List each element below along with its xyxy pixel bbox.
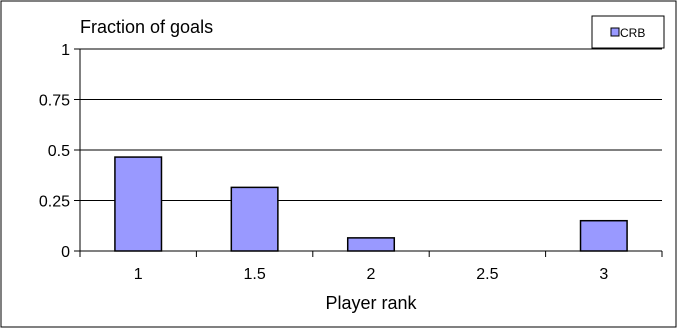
y-tick-label: 0.75: [39, 93, 70, 110]
bar: [230, 186, 279, 252]
axes: [74, 48, 663, 257]
x-tick-label: 2.5: [476, 266, 498, 283]
x-tick-label: 1.5: [243, 266, 265, 283]
y-tick-label: 0.25: [39, 194, 70, 211]
y-tick-label: 1: [61, 42, 70, 59]
x-tick-labels: 1 1.5 2 2.5 3: [134, 266, 609, 283]
x-axis-title: Player rank: [325, 293, 417, 313]
legend-label: CRB: [620, 26, 645, 40]
legend-box: [591, 15, 665, 49]
bar: [346, 237, 396, 252]
x-tick-label: 3: [599, 266, 608, 283]
y-tick-labels: 0 0.25 0.5 0.75 1: [39, 42, 70, 261]
y-tick-label: 0: [61, 244, 70, 261]
bar: [579, 219, 628, 252]
y-tick-label: 0.5: [48, 143, 70, 160]
legend-swatch: [610, 27, 620, 37]
x-tick-label: 2: [367, 266, 376, 283]
x-tick-label: 1: [134, 266, 143, 283]
bar: [114, 156, 163, 252]
gridlines: [80, 48, 662, 201]
chart-title: Fraction of goals: [80, 17, 213, 37]
legend: CRB: [591, 15, 665, 49]
